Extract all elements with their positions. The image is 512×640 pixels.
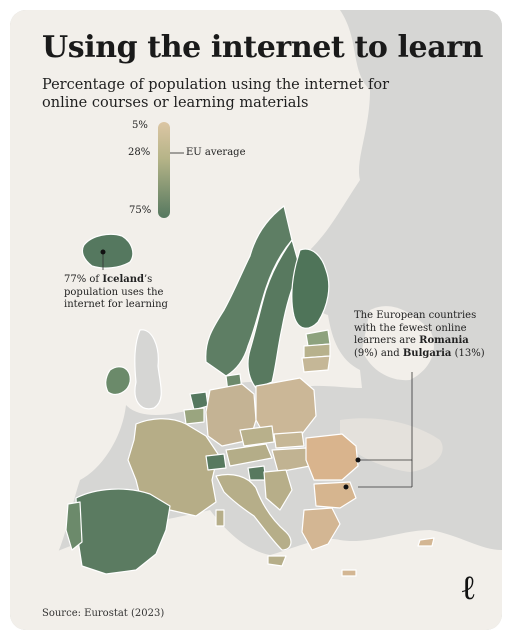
country-sardinia (215, 509, 225, 527)
country-crete (341, 569, 357, 577)
map-card: Using the internet to learn Percentage o… (10, 10, 502, 630)
annotation-lines (102, 252, 413, 488)
country-slovakia (273, 431, 305, 449)
iceland-annotation: 77% of Iceland’s population uses the int… (64, 274, 168, 310)
legend-avg-text: EU average (186, 147, 246, 158)
legend-max-label: 75% (129, 205, 152, 216)
fewest-learners-annotation: The European countries with the fewest o… (354, 310, 485, 359)
sea-north-atlantic (10, 10, 370, 570)
country-austria (225, 443, 273, 467)
country-italy (215, 473, 292, 551)
legend-min-label: 5% (132, 120, 148, 131)
bulgaria-marker (343, 484, 349, 490)
country-portugal (65, 501, 83, 551)
sea-black (340, 418, 443, 472)
country-uk (134, 329, 162, 410)
publisher-logo: ℓ (462, 568, 475, 608)
country-belgium (183, 407, 205, 425)
country-iceland (81, 233, 134, 269)
country-greece (301, 507, 341, 551)
europe-map (10, 10, 502, 630)
country-ireland (105, 366, 131, 395)
source-note: Source: Eurostat (2023) (42, 608, 165, 619)
sea-baltic (362, 306, 434, 381)
countries (65, 205, 435, 577)
country-spain (75, 488, 171, 575)
country-cyprus (417, 537, 435, 547)
country-finland (291, 248, 330, 329)
romania-marker (355, 457, 361, 463)
chart-subtitle: Percentage of population using the inter… (42, 77, 390, 111)
country-sweden (247, 239, 301, 389)
chart-title: Using the internet to learn (42, 30, 484, 65)
country-romania (305, 433, 359, 481)
legend-avg-tick (170, 152, 184, 154)
country-czechia (239, 425, 275, 447)
legend-avg-label: 28% (128, 147, 151, 158)
country-lithuania (301, 355, 331, 373)
legend-gradient-bar (158, 122, 170, 218)
country-poland (255, 377, 317, 439)
country-slovenia (247, 465, 267, 481)
country-sicily (267, 555, 287, 567)
iceland-marker (100, 249, 106, 255)
country-switzerland (205, 453, 227, 471)
country-croatia (263, 469, 293, 511)
